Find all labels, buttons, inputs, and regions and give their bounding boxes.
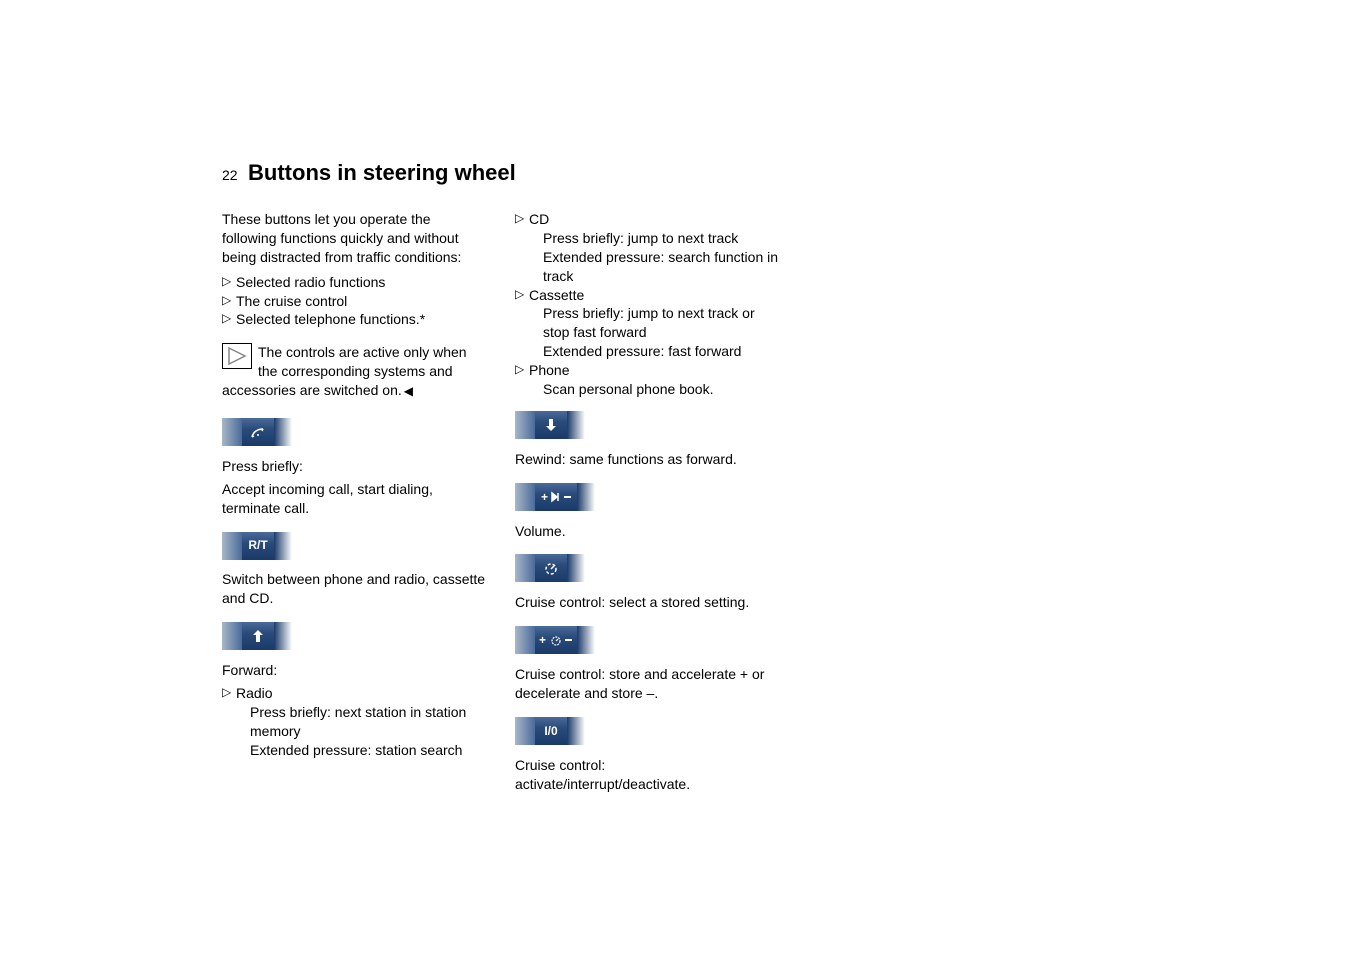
- bullet-name: Cassette: [529, 287, 584, 303]
- column-right: CD Press briefly: jump to next track Ext…: [515, 210, 780, 808]
- bullet-line1: Scan personal phone book.: [529, 380, 780, 399]
- intro-bullets: Selected radio functions The cruise cont…: [222, 273, 487, 330]
- bullet-line1: Press briefly: jump to next track or sto…: [529, 304, 780, 342]
- rewind-desc: Rewind: same functions as forward.: [515, 450, 780, 469]
- svg-text:+: +: [539, 633, 546, 647]
- cruise-accel-desc: Cruise control: store and accelerate + o…: [515, 665, 780, 703]
- forward-label: Forward:: [222, 661, 487, 680]
- button-rt-icon: R/T: [222, 532, 487, 565]
- manual-page: 22 Buttons in steering wheel These butto…: [222, 160, 842, 808]
- svg-text:+: +: [541, 490, 548, 504]
- button-forward-icon: [222, 622, 487, 655]
- cruise-io-desc: Cruise control: activate/interrupt/deact…: [515, 756, 780, 794]
- bullet-item: The cruise control: [222, 292, 487, 311]
- volume-desc: Volume.: [515, 522, 780, 541]
- page-number: 22: [222, 167, 238, 183]
- rt-desc: Switch between phone and radio, cassette…: [222, 570, 487, 608]
- forward-bullets: Radio Press briefly: next station in sta…: [222, 684, 487, 760]
- content-columns: These buttons let you operate the follow…: [222, 210, 842, 808]
- column-left: These buttons let you operate the follow…: [222, 210, 487, 808]
- button-cruise-recall-icon: [515, 554, 780, 587]
- bullet-line2: Extended pressure: fast forward: [529, 342, 780, 361]
- bullet-line1: Press briefly: next station in station m…: [236, 703, 487, 741]
- bullet-item: Selected telephone functions.*: [222, 310, 487, 329]
- bullet-name: CD: [529, 211, 549, 227]
- note-text: The controls are active only when the co…: [222, 344, 467, 398]
- button-phone-icon: [222, 418, 487, 451]
- bullet-item: Cassette Press briefly: jump to next tra…: [515, 286, 780, 362]
- bullet-line2: Extended pressure: station search: [236, 741, 487, 760]
- button-rewind-icon: [515, 411, 780, 444]
- note-block: The controls are active only when the co…: [222, 343, 487, 400]
- bullet-line2: Extended pressure: search function in tr…: [529, 248, 780, 286]
- bullet-item: CD Press briefly: jump to next track Ext…: [515, 210, 780, 286]
- intro-text: These buttons let you operate the follow…: [222, 210, 487, 267]
- phone-label: Press briefly:: [222, 457, 487, 476]
- note-end-icon: ◀: [404, 384, 413, 398]
- bullet-name: Phone: [529, 362, 569, 378]
- button-cruise-io-icon: I/0: [515, 717, 780, 750]
- cruise-recall-desc: Cruise control: select a stored setting.: [515, 593, 780, 612]
- bullet-name: Radio: [236, 685, 273, 701]
- forward-continued-bullets: CD Press briefly: jump to next track Ext…: [515, 210, 780, 399]
- button-volume-icon: +: [515, 483, 780, 516]
- bullet-item: Radio Press briefly: next station in sta…: [222, 684, 487, 760]
- note-arrow-icon: [222, 343, 252, 369]
- page-title: Buttons in steering wheel: [248, 160, 516, 186]
- bullet-line1: Press briefly: jump to next track: [529, 229, 780, 248]
- bullet-item: Phone Scan personal phone book.: [515, 361, 780, 399]
- button-cruise-accel-icon: +: [515, 626, 780, 659]
- bullet-item: Selected radio functions: [222, 273, 487, 292]
- phone-desc: Accept incoming call, start dialing, ter…: [222, 480, 487, 518]
